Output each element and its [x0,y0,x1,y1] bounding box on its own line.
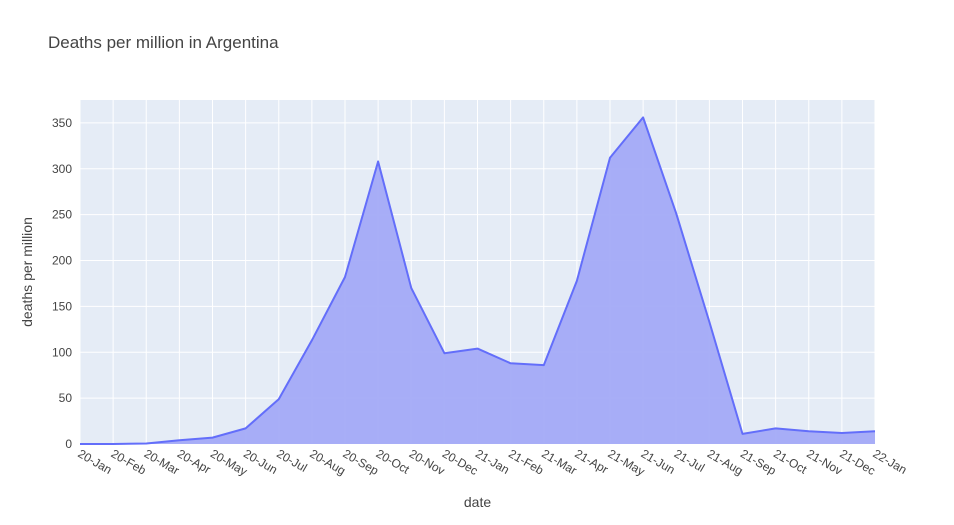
y-tick-label: 350 [52,116,72,130]
x-tick-label: 21-May [606,446,648,478]
x-tick-label: 20-Jul [274,446,309,474]
x-tick-label: 20-May [208,446,250,478]
y-tick-label: 250 [52,208,72,222]
x-axis-title: date [464,494,491,510]
x-tick-label: 20-Sep [341,446,382,478]
x-tick-label: 20-Apr [175,446,213,476]
x-tick-label: 20-Oct [374,446,413,476]
y-tick-label: 100 [52,345,72,359]
x-tick-label: 21-Sep [738,446,779,478]
x-tick-label: 21-Oct [771,446,810,476]
x-tick-label: 21-Jul [672,446,707,474]
x-tick-label: 22-Jan [871,446,910,476]
x-tick-label: 21-Jan [473,446,512,476]
x-tick-label: 20-Mar [142,446,182,477]
x-tick-label: 20-Jun [241,446,280,476]
x-tick-label: 20-Aug [307,446,348,477]
area-fill [80,117,875,445]
x-tick-label: 20-Nov [407,446,448,477]
x-tick-label: 21-Nov [804,446,845,477]
x-tick-label: 21-Aug [705,446,746,477]
x-tick-label: 21-Mar [539,446,579,477]
x-tick-label: 20-Dec [440,446,481,477]
x-tick-label: 21-Feb [506,446,546,477]
y-tick-labels: 0 50 100 150 200 250 300 350 [52,116,72,451]
y-tick-label: 200 [52,254,72,268]
y-axis-title: deaths per million [19,217,35,327]
series-line [80,116,876,445]
y-tick-label: 50 [59,391,73,405]
x-tick-label: 20-Jan [76,446,115,476]
chart-title: Deaths per million in Argentina [48,33,279,52]
x-tick-label: 21-Apr [572,446,610,476]
x-tick-label: 20-Feb [109,446,149,477]
y-tick-label: 150 [52,299,72,313]
y-tick-label: 300 [52,162,72,176]
x-tick-labels: 20-Jan20-Feb20-Mar20-Apr20-May20-Jun20-J… [76,446,910,478]
y-tick-label: 0 [65,437,72,451]
x-tick-label: 21-Dec [837,446,878,477]
x-tick-label: 21-Jun [639,446,678,476]
